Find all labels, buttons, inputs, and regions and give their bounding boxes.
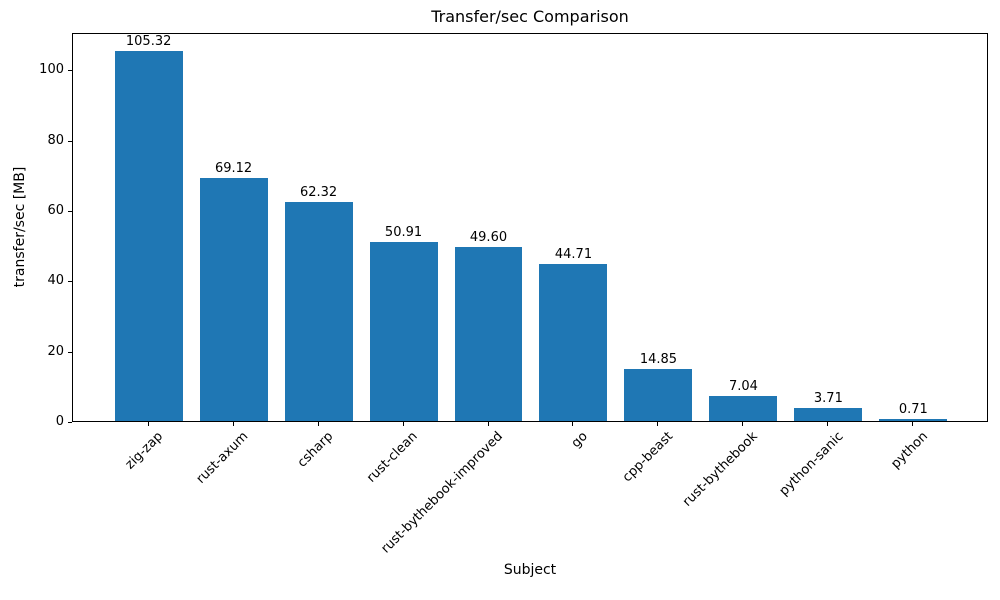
bar-value-label: 49.60 <box>469 229 508 245</box>
bar-value-label: 105.32 <box>125 33 172 49</box>
y-tick-label: 80 <box>47 132 64 148</box>
bar-value-label: 69.12 <box>214 160 253 176</box>
bar-value-label: 14.85 <box>639 351 678 367</box>
y-tick-label: 60 <box>47 202 64 218</box>
x-tick-mark <box>912 422 914 426</box>
x-tick-mark <box>232 422 234 426</box>
y-tick-mark <box>68 351 72 353</box>
x-tick-label-rust-axum: rust-axum <box>193 429 252 487</box>
bar-value-label: 44.71 <box>554 246 593 262</box>
y-tick-label: 40 <box>47 273 64 289</box>
y-tick-label: 0 <box>55 414 64 429</box>
chart-title: Transfer/sec Comparison <box>431 7 629 26</box>
x-tick-label-go: go <box>569 429 592 452</box>
y-tick-mark <box>68 422 72 423</box>
y-tick-label: 100 <box>39 62 64 78</box>
x-tick-label-python-sanic: python-sanic <box>776 429 847 499</box>
x-tick-mark <box>657 422 659 426</box>
bar-zig-zap <box>114 50 183 421</box>
bar-value-label: 3.71 <box>813 390 843 406</box>
x-tick-label-cpp-beast: cpp-beast <box>619 429 677 486</box>
bar-value-label: 50.91 <box>384 224 423 240</box>
plot-area: 105.32 69.12 62.32 50.91 49.60 44.71 14.85 7.04… <box>72 33 988 422</box>
x-tick-label-csharp: csharp <box>294 429 337 471</box>
y-tick-mark <box>68 210 72 212</box>
x-axis-label: Subject <box>503 562 557 578</box>
bar-value-label: 7.04 <box>728 379 758 395</box>
bar-go <box>539 263 608 421</box>
x-tick-mark <box>572 422 574 426</box>
y-tick-mark <box>68 70 72 72</box>
bar-value-label: 62.32 <box>299 184 338 200</box>
x-tick-mark <box>487 422 489 426</box>
bar-rust-bythebook-improved <box>454 246 523 421</box>
bar-python-sanic <box>794 407 863 421</box>
x-tick-mark <box>402 422 404 426</box>
x-tick-mark <box>827 422 829 426</box>
x-tick-label-rust-bythebook: rust-bythebook <box>680 429 762 510</box>
bar-cpp-beast <box>624 368 693 421</box>
x-tick-label-zig-zap: zig-zap <box>122 429 167 473</box>
y-axis-label: transfer/sec [MB] <box>12 166 28 288</box>
x-tick-label-python: python <box>888 429 931 472</box>
bar-python <box>879 418 948 421</box>
bar-rust-clean <box>369 241 438 421</box>
x-tick-mark <box>147 422 149 426</box>
y-tick-label: 20 <box>47 343 64 359</box>
bar-rust-axum <box>199 177 268 421</box>
x-tick-mark <box>742 422 744 426</box>
bar-csharp <box>284 201 353 421</box>
bar-rust-bythebook <box>709 396 778 421</box>
bar-value-label: 0.71 <box>898 401 928 417</box>
y-tick-mark <box>68 140 72 142</box>
x-tick-mark <box>317 422 319 426</box>
y-tick-mark <box>68 281 72 283</box>
x-tick-label-rust-clean: rust-clean <box>364 429 422 486</box>
